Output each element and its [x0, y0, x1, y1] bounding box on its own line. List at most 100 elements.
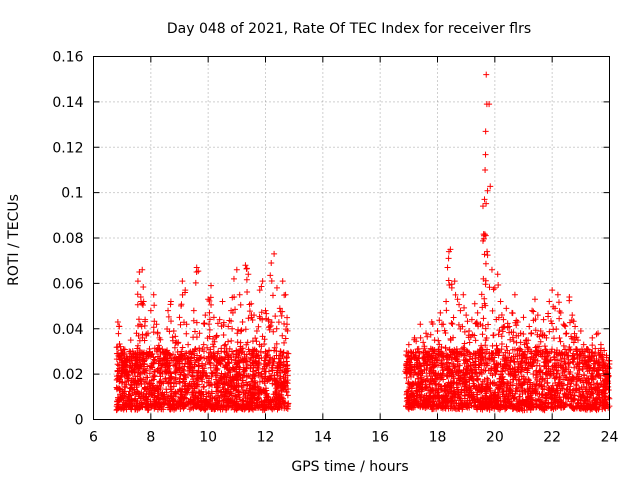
y-tick-label: 0	[75, 413, 84, 429]
data-point	[603, 352, 610, 359]
data-point	[206, 397, 213, 404]
data-point	[253, 328, 260, 335]
data-point	[414, 402, 421, 409]
data-point	[467, 387, 474, 394]
data-point	[567, 368, 574, 375]
data-point	[220, 331, 227, 338]
data-point	[278, 391, 285, 398]
data-point	[592, 345, 599, 352]
data-point	[181, 376, 188, 383]
data-point	[245, 392, 252, 399]
data-point	[452, 405, 459, 412]
data-point	[483, 388, 490, 395]
data-point	[258, 398, 265, 405]
data-point	[197, 390, 204, 397]
data-point	[265, 376, 272, 383]
data-point	[484, 252, 491, 259]
x-tick-label: 10	[199, 430, 217, 446]
data-point	[147, 380, 154, 387]
data-point	[237, 371, 244, 378]
data-point	[193, 403, 200, 410]
data-point	[213, 372, 220, 379]
data-point	[560, 342, 567, 349]
data-point	[255, 387, 262, 394]
data-point	[499, 373, 506, 380]
data-point	[566, 402, 573, 409]
data-point	[451, 278, 458, 285]
data-point	[249, 368, 256, 375]
data-point	[215, 392, 222, 399]
data-point	[135, 405, 142, 412]
data-point	[238, 405, 245, 412]
data-point	[244, 381, 251, 388]
data-point	[266, 356, 273, 363]
data-point	[186, 406, 193, 413]
data-point	[257, 348, 264, 355]
data-point	[427, 384, 434, 391]
data-point	[495, 281, 502, 288]
data-point	[493, 342, 500, 349]
data-point	[464, 401, 471, 408]
data-point	[471, 300, 478, 307]
data-point	[275, 319, 282, 326]
data-point	[518, 373, 525, 380]
data-point	[259, 278, 266, 285]
data-point	[156, 404, 163, 411]
data-point	[234, 348, 241, 355]
data-point	[146, 391, 153, 398]
data-point	[447, 388, 454, 395]
data-point	[207, 346, 214, 353]
data-point	[463, 347, 470, 354]
data-point	[569, 387, 576, 394]
data-point	[403, 348, 410, 355]
data-point	[533, 398, 540, 405]
data-point	[264, 377, 271, 384]
data-point	[443, 356, 450, 363]
data-point	[490, 392, 497, 399]
data-point	[273, 284, 280, 291]
data-point	[127, 337, 134, 344]
data-point	[245, 372, 252, 379]
data-point	[228, 390, 235, 397]
data-point	[217, 406, 224, 413]
data-point	[482, 260, 489, 267]
data-point	[410, 390, 417, 397]
data-point	[200, 384, 207, 391]
data-point	[467, 374, 474, 381]
data-point	[276, 377, 283, 384]
data-point	[190, 307, 197, 314]
data-point	[147, 385, 154, 392]
data-point	[279, 395, 286, 402]
data-point	[437, 309, 444, 316]
data-point	[206, 321, 213, 328]
data-point	[262, 397, 269, 404]
data-point	[556, 402, 563, 409]
data-point	[434, 328, 441, 335]
data-point	[241, 355, 248, 362]
data-point	[529, 401, 536, 408]
data-point	[134, 291, 141, 298]
data-point	[237, 301, 244, 308]
data-point	[261, 404, 268, 411]
data-point	[115, 401, 122, 408]
data-point	[116, 385, 123, 392]
data-point	[405, 399, 412, 406]
data-point	[590, 376, 597, 383]
data-point	[217, 374, 224, 381]
data-point	[462, 392, 469, 399]
data-point	[476, 403, 483, 410]
data-point	[570, 403, 577, 410]
data-point	[228, 356, 235, 363]
y-tick-label: 0.12	[52, 140, 83, 156]
data-point	[552, 392, 559, 399]
data-point	[530, 308, 537, 315]
data-point	[133, 402, 140, 409]
data-point	[444, 399, 451, 406]
data-point	[542, 400, 549, 407]
data-point	[151, 405, 158, 412]
data-point	[554, 291, 561, 298]
data-point	[550, 335, 557, 342]
data-point	[114, 375, 121, 382]
data-point	[546, 385, 553, 392]
data-point	[488, 266, 495, 273]
